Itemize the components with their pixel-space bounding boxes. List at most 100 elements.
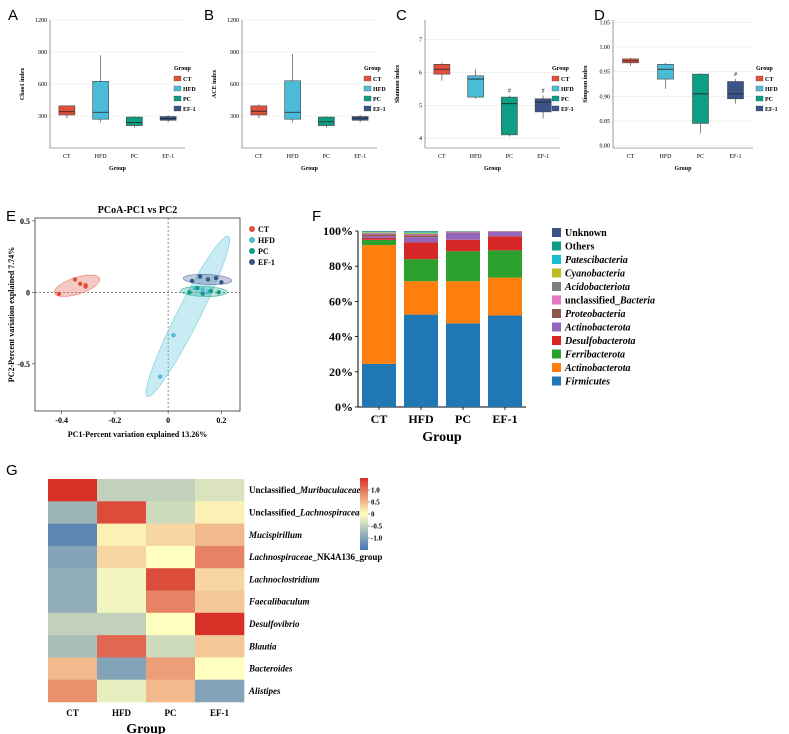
legend-label: HFD <box>373 87 386 93</box>
legend-swatch <box>173 95 182 102</box>
heatmap-cell <box>48 657 98 680</box>
legend-label: CT <box>183 77 191 83</box>
heatmap-cell <box>146 568 196 591</box>
panel-letter: C <box>396 7 407 24</box>
legend-swatch <box>552 268 561 278</box>
heatmap-cell <box>97 501 147 524</box>
row-label: Unclassified_Muribaculaceae <box>249 485 361 495</box>
row-label-part: Unclassified_ <box>249 507 301 517</box>
column-label: CT <box>66 708 79 718</box>
x-axis-label: Group <box>109 166 127 172</box>
x-tick-label: 0.2 <box>216 416 226 425</box>
panel-letter: D <box>594 7 605 24</box>
panel-letter: B <box>204 7 214 24</box>
legend-label: Actinobacterota <box>564 363 631 374</box>
heatmap-cell <box>97 657 147 680</box>
point-ef-1 <box>197 274 203 279</box>
legend-swatch <box>552 282 561 291</box>
heatmap-cell <box>195 545 245 569</box>
x-tick-label: CT <box>438 154 446 160</box>
box-pc <box>126 116 143 126</box>
bar-segment <box>404 259 438 282</box>
point-hfd <box>171 333 176 338</box>
legend-label-part: Ferribacterota <box>564 350 625 361</box>
panel-b: B 300 600 900 1200 ACE index Group CT HFD PC EF-1 G… <box>204 7 386 172</box>
legend-swatch <box>551 95 560 102</box>
bar-segment <box>404 231 438 232</box>
legend-swatch <box>551 75 560 82</box>
x-tick-label: PC <box>323 154 330 160</box>
box-pc <box>692 73 709 124</box>
y-tick-label: 0.80 <box>600 144 611 150</box>
legend-label: Proteobacteria <box>565 309 626 320</box>
legend-label: Desulfobacterota <box>564 336 636 347</box>
legend-label-part: Firmicutes <box>564 377 610 388</box>
heatmap-cell <box>195 679 245 703</box>
box-ef-1 <box>534 98 552 113</box>
bar-segment <box>362 232 396 233</box>
legend-label-part: Proteobacteria <box>565 309 626 320</box>
y-tick-label: 4 <box>419 136 422 142</box>
heatmap-cell <box>146 612 196 636</box>
column-label: HFD <box>112 708 131 718</box>
x-tick-label: HFD <box>470 154 483 160</box>
y-tick-label: 0.5 <box>20 217 30 226</box>
heatmap-cell <box>97 590 147 614</box>
x-tick-label: EF-1 <box>730 154 742 160</box>
legend-swatch <box>551 85 560 92</box>
heatmap-cell <box>195 612 245 636</box>
legend-label: CT <box>561 77 569 83</box>
panel-e: E PCoA-PC1 vs PC2 -0.4 -0.2 0 0.2 -0.5 0 0.5 PC1-… <box>6 205 275 439</box>
legend-swatch <box>552 228 561 237</box>
bar-segment <box>488 315 522 407</box>
legend-label: PC <box>561 97 569 103</box>
point-ef-1 <box>189 278 195 284</box>
significance-mark: # <box>508 88 511 94</box>
panel-f: F 0% 20% 40% 60% 80% 100% CT HFD PC EF-1 Group Unkno… <box>312 208 655 445</box>
legend-swatch <box>552 363 561 372</box>
heatmap-cell <box>48 679 98 703</box>
legend-label: HFD <box>258 236 275 245</box>
chart-title: PCoA-PC1 vs PC2 <box>98 205 177 216</box>
scale-tick-label: -0.5 <box>371 523 383 531</box>
row-label: Unclassified_Lachnospiraceae <box>249 507 364 517</box>
row-label-part: Unclassified_ <box>249 485 301 495</box>
legend-label: EF-1 <box>765 107 778 113</box>
legend-title: Group <box>756 66 774 72</box>
scale-tick-label: -1.0 <box>371 535 383 543</box>
bar-segment <box>446 323 480 407</box>
point-ef-1 <box>219 280 224 285</box>
legend-label: Unknown <box>565 228 607 239</box>
legend-marker <box>249 259 255 265</box>
y-tick-label: 900 <box>38 50 47 56</box>
legend-label: Firmicutes <box>564 377 610 388</box>
legend-swatch <box>755 95 764 102</box>
row-label-part: Lachnospiraceae <box>299 507 364 517</box>
scale-tick-label: 1.0 <box>371 487 380 495</box>
legend-label: unclassified_Bacteria <box>565 296 655 307</box>
bar-segment <box>362 245 396 364</box>
heatmap-cell <box>195 590 245 614</box>
heatmap-cell <box>146 545 196 569</box>
y-tick-label: 0.85 <box>600 119 611 125</box>
bar-segment <box>446 232 480 240</box>
heatmap-cell <box>48 501 98 524</box>
legend-label-part: unclassified_ <box>565 296 621 307</box>
heatmap-cell <box>48 590 98 614</box>
box-ct <box>58 105 76 116</box>
bar-segment <box>362 236 396 239</box>
y-tick-label: 6 <box>419 71 422 77</box>
legend-label: Acidobacteriota <box>564 282 630 293</box>
scale-tick-label: 0.5 <box>371 499 380 507</box>
y-axis-label: PC2-Percent variation explained 7.74% <box>7 247 16 382</box>
heatmap-cell <box>146 479 196 502</box>
legend-title: Group <box>364 66 382 72</box>
y-tick-label: 0.90 <box>600 94 611 100</box>
confidence-ellipse-ct <box>54 274 101 297</box>
legend-swatch <box>552 295 561 305</box>
row-label-part: Mucispirillum <box>248 530 302 540</box>
y-tick-label: 600 <box>38 82 47 88</box>
legend-swatch <box>755 75 764 82</box>
point-hfd <box>157 374 163 379</box>
